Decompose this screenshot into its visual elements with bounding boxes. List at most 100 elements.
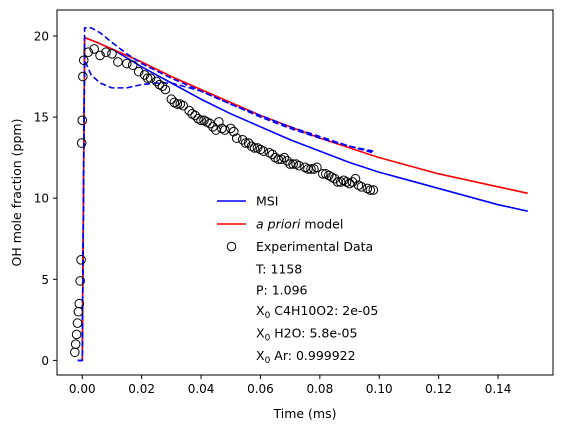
experimental-point: [228, 126, 239, 137]
legend-msi-label: MSI: [256, 194, 278, 209]
experimental-point: [193, 113, 203, 124]
experimental-point: [139, 70, 150, 80]
experimental-point: [214, 117, 224, 127]
x0-prefix: X: [256, 303, 265, 318]
x0-subscript: 0: [265, 356, 271, 366]
series-line-msi-lower-bound: [77, 59, 374, 362]
experimental-point: [107, 49, 117, 59]
series-layer: [77, 27, 528, 362]
experimental-point: [122, 58, 132, 69]
experimental-point: [157, 81, 168, 92]
experimental-point: [76, 138, 87, 148]
experimental-point: [252, 143, 263, 153]
x0-c4h10o2-value: C4H10O2: 2e-05: [270, 303, 378, 318]
x0-ar-value: Ar: 0.999922: [270, 348, 355, 363]
experimental-point: [365, 185, 376, 195]
y-axis-label: OH mole fraction (ppm): [9, 119, 24, 267]
annotation-x0-ar: X0 Ar: 0.999922: [256, 348, 356, 366]
legend-experimental-swatch: [226, 241, 237, 252]
experimental-point: [127, 60, 138, 70]
experimental-point: [172, 99, 183, 109]
experimental-point: [323, 170, 334, 181]
experimental-point: [175, 99, 186, 109]
experimental-point: [190, 110, 200, 121]
experimental-point: [288, 159, 298, 169]
experimental-point: [142, 73, 153, 83]
experimental-point: [202, 117, 212, 127]
experimental-point: [276, 154, 287, 165]
x-axis-label: Time (ms): [272, 406, 336, 421]
experimental-point: [196, 115, 206, 126]
experimental-point: [356, 182, 367, 192]
experimental-point: [338, 175, 349, 186]
experimental-point: [243, 138, 254, 148]
experimental-point: [294, 160, 304, 171]
experimental-point: [329, 173, 340, 184]
experimental-point: [178, 100, 189, 111]
experimental-point: [231, 133, 242, 143]
experimental-points: [70, 44, 379, 358]
experimental-point: [237, 134, 248, 145]
x-axis-ticks: 0.00 0.02 0.04 0.06 0.08 0.10 0.12 0.14: [69, 375, 511, 396]
experimental-point: [309, 164, 319, 174]
legend: MSI a priori model Experimental Data T: …: [217, 194, 378, 366]
x-tick-label: 0.06: [247, 382, 274, 396]
annotation-x0-c4h10o2: X0 C4H10O2: 2e-05: [256, 303, 378, 321]
experimental-point: [208, 122, 218, 132]
x-tick-label: 0.12: [425, 382, 452, 396]
experimental-point: [240, 138, 251, 148]
experimental-point: [101, 47, 111, 57]
experimental-point: [199, 115, 209, 126]
experimental-point: [255, 144, 266, 155]
annotation-temperature: T: 1158: [255, 262, 302, 277]
experimental-point: [246, 141, 257, 152]
x0-prefix: X: [256, 348, 265, 363]
experimental-point: [220, 125, 230, 135]
x-tick-label: 0.10: [366, 382, 393, 396]
experimental-point: [133, 66, 144, 77]
experimental-point: [78, 55, 89, 66]
experimental-point: [306, 164, 316, 174]
experimental-point: [300, 162, 310, 173]
experimental-point: [205, 118, 215, 129]
annotation-x0-h2o: X0 H2O: 5.8e-05: [256, 326, 357, 344]
experimental-point: [264, 147, 275, 158]
experimental-point: [335, 177, 346, 187]
y-tick-label: 20: [34, 29, 49, 43]
experimental-point: [184, 105, 194, 116]
experimental-point: [344, 178, 355, 189]
experimental-point: [320, 169, 331, 179]
x-tick-label: 0.08: [306, 382, 333, 396]
experimental-point: [291, 159, 301, 169]
x0-prefix: X: [256, 326, 265, 341]
experimental-point: [282, 156, 292, 166]
experimental-point: [169, 97, 180, 108]
x-tick-label: 0.02: [128, 382, 155, 396]
experimental-point: [154, 79, 165, 90]
legend-apriori-rest: model: [300, 217, 343, 232]
experimental-point: [77, 115, 88, 126]
legend-experimental-label: Experimental Data: [256, 239, 373, 254]
experimental-point: [267, 149, 278, 160]
experimental-point: [312, 162, 322, 173]
axes-frame: [56, 9, 554, 376]
y-tick-label: 15: [34, 111, 49, 125]
experimental-point: [347, 177, 358, 187]
experimental-point: [225, 123, 236, 134]
y-axis-ticks: 0 5 10 15 20: [34, 29, 57, 368]
x-tick-label: 0.00: [69, 382, 96, 396]
experimental-point: [71, 329, 82, 340]
experimental-point: [341, 177, 352, 187]
experimental-point: [326, 172, 337, 182]
x0-subscript: 0: [265, 311, 271, 321]
experimental-point: [258, 146, 269, 156]
experimental-point: [350, 173, 361, 184]
y-tick-label: 0: [41, 354, 49, 368]
experimental-point: [279, 152, 290, 163]
y-tick-label: 5: [41, 273, 49, 287]
experimental-point: [368, 185, 379, 195]
experimental-point: [113, 57, 123, 67]
experimental-point: [72, 318, 83, 328]
experimental-point: [75, 276, 85, 286]
legend-apriori-label: a priori model: [256, 217, 343, 232]
